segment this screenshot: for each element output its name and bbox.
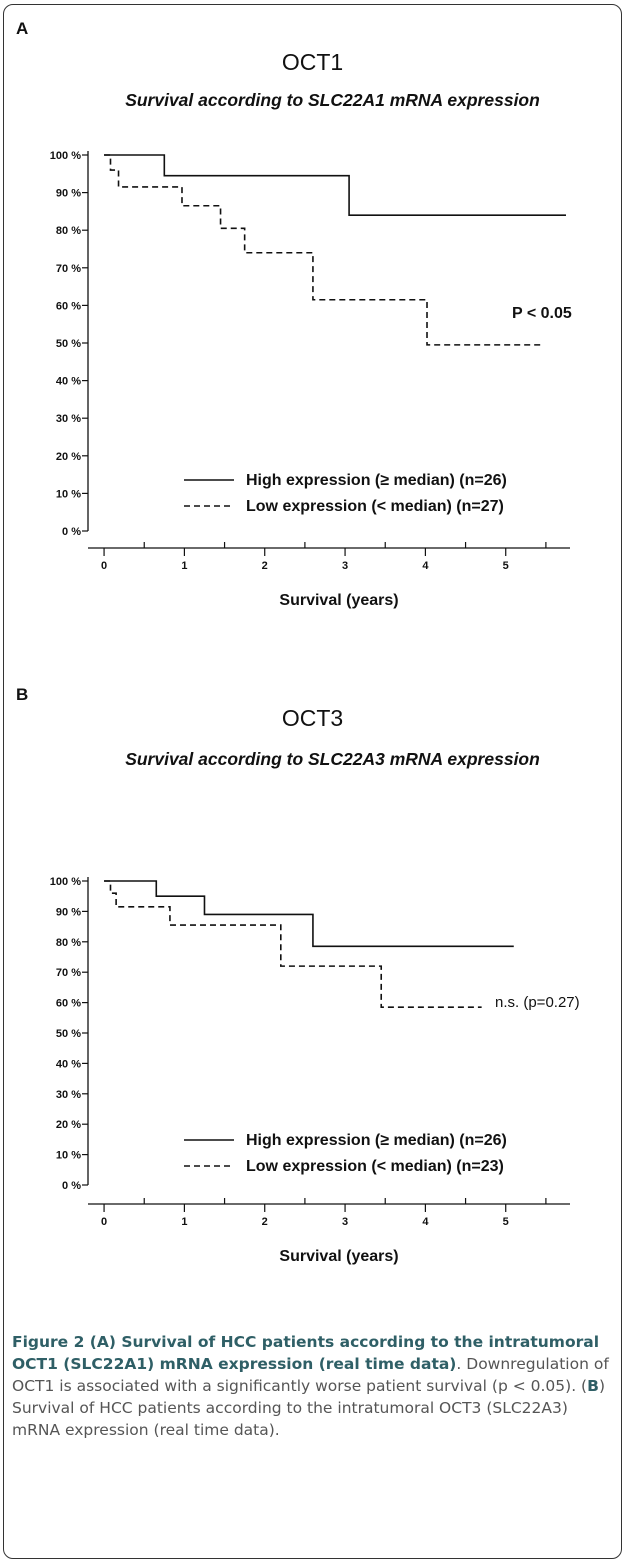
panel-a-subtitle: Survival according to SLC22A1 mRNA expre…: [125, 90, 540, 110]
figure-frame: A OCT1 Survival according to SLC22A1 mRN…: [3, 4, 622, 1559]
c0-y-tick-label: 40 %: [56, 376, 81, 388]
c0-x-tick-label: 2: [262, 560, 268, 572]
c1-x-tick-label: 5: [503, 1216, 509, 1228]
c0-x-tick-label: 1: [181, 560, 187, 572]
c1-y-tick-label: 70 %: [56, 967, 81, 979]
c1-y-tick-label: 50 %: [56, 1028, 81, 1040]
c0-y-tick-label: 90 %: [56, 188, 81, 200]
caption-head: Figure 2 (A) Survival of HCC patients ac…: [12, 1333, 600, 1373]
c0-y-tick-label: 100 %: [50, 150, 81, 162]
c0-y-tick-label: 70 %: [56, 263, 81, 275]
panel-a-letter: A: [16, 19, 29, 38]
panel-b-subtitle: Survival according to SLC22A3 mRNA expre…: [125, 749, 540, 769]
c0-y-tick-label: 80 %: [56, 225, 81, 237]
c0-y-tick-label: 50 %: [56, 338, 81, 350]
c1-legend-label: Low expression (< median) (n=23): [246, 1158, 504, 1175]
c1-y-tick-label: 10 %: [56, 1150, 81, 1162]
caption-body-2: ) Survival of HCC patients according to …: [12, 1377, 605, 1439]
c1-y-tick-label: 0 %: [62, 1180, 81, 1192]
c1-y-tick-label: 40 %: [56, 1058, 81, 1070]
c0-x-tick-label: 4: [422, 560, 429, 572]
panel-a-title: OCT1: [281, 49, 344, 75]
c0-annotation: P < 0.05: [512, 305, 572, 322]
c1-annotation: n.s. (p=0.27): [495, 994, 580, 1011]
c1-y-tick-label: 90 %: [56, 906, 81, 918]
c0-y-tick-label: 30 %: [56, 413, 81, 425]
c0-y-tick-label: 0 %: [62, 526, 81, 538]
c0-y-tick-label: 10 %: [56, 488, 81, 500]
caption-panel-b: B: [587, 1377, 599, 1395]
c1-y-tick-label: 60 %: [56, 998, 81, 1010]
c0-series-high-line: [104, 154, 566, 216]
c0-x-tick-label: 0: [101, 560, 107, 572]
c1-x-tick-label: 2: [262, 1216, 268, 1228]
c1-y-tick-label: 20 %: [56, 1119, 81, 1131]
panel-b-letter: B: [16, 685, 29, 704]
c1-x-tick-label: 4: [422, 1216, 429, 1228]
c1-x-tick-label: 1: [181, 1216, 187, 1228]
c0-legend-label: High expression (≥ median) (n=26): [246, 472, 507, 489]
c1-y-tick-label: 100 %: [50, 876, 81, 888]
c1-series-high-line: [104, 880, 514, 948]
c0-y-tick-label: 20 %: [56, 451, 81, 463]
panel-b-title: OCT3: [281, 705, 344, 731]
c1-x-axis-label: Survival (years): [279, 1248, 398, 1265]
c0-x-tick-label: 3: [342, 560, 348, 572]
figure-caption: Figure 2 (A) Survival of HCC patients ac…: [12, 1331, 612, 1441]
c0-x-tick-label: 5: [503, 560, 509, 572]
c1-x-tick-label: 3: [342, 1216, 348, 1228]
caption-body-1: . Downregulation of OCT1 is associated w…: [12, 1355, 609, 1395]
c1-legend-label: High expression (≥ median) (n=26): [246, 1132, 507, 1149]
c1-x-tick-label: 0: [101, 1216, 107, 1228]
c1-y-tick-label: 30 %: [56, 1089, 81, 1101]
panel-a-chart: 0 % 10 % 20 % 30 % 40 % 50 % 60 % 70 % 80 % 90 % 1…: [50, 150, 572, 609]
c0-x-axis-label: Survival (years): [279, 592, 398, 609]
c0-series-low-line: [104, 154, 542, 346]
c0-legend-label: Low expression (< median) (n=27): [246, 498, 504, 515]
c1-y-tick-label: 80 %: [56, 937, 81, 949]
c0-y-tick-label: 60 %: [56, 300, 81, 312]
panel-b-chart: 0 % 10 % 20 % 30 % 40 % 50 % 60 % 70 % 80 % 90 % 1…: [50, 876, 580, 1265]
c1-series-low-line: [104, 880, 482, 1008]
